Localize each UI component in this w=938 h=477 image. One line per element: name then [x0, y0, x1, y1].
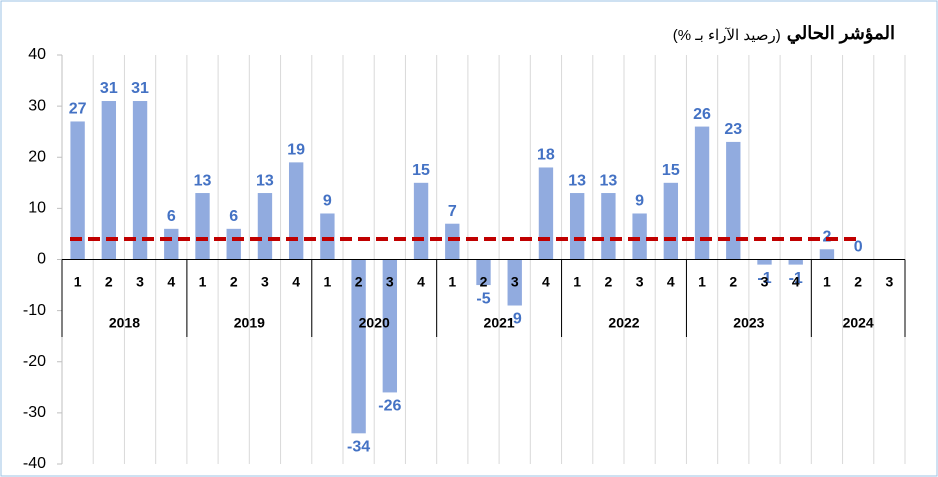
bar — [476, 259, 491, 286]
x-tick-label: 1 — [74, 274, 82, 290]
x-tick-label: 3 — [136, 274, 144, 290]
value-label: -1 — [757, 270, 771, 287]
bar — [663, 182, 679, 260]
value-label: 23 — [724, 121, 742, 138]
x-tick-label: 2 — [604, 274, 612, 290]
value-label: -34 — [347, 439, 370, 456]
bar — [132, 101, 148, 260]
y-tick-label: 10 — [28, 200, 46, 217]
value-label: 6 — [229, 208, 238, 225]
value-label: 9 — [635, 193, 644, 210]
x-tick-label: 3 — [885, 274, 893, 290]
x-tick-label: 3 — [511, 274, 519, 290]
x-tick-label: 3 — [386, 274, 394, 290]
bar — [288, 162, 304, 260]
bar — [195, 193, 210, 260]
bar — [538, 167, 554, 260]
bar — [632, 213, 647, 260]
bar — [694, 126, 710, 260]
value-label: 27 — [69, 101, 87, 118]
x-tick-label: 2 — [105, 274, 113, 290]
y-tick-label: 40 — [28, 46, 46, 63]
x-tick-label: 1 — [323, 274, 331, 290]
value-label: -26 — [378, 398, 401, 415]
bar — [726, 141, 741, 260]
x-tick-label: 1 — [448, 274, 456, 290]
y-tick-label: -30 — [23, 404, 46, 421]
bar — [445, 223, 460, 260]
y-tick-label: -40 — [23, 455, 46, 472]
value-label: -9 — [508, 311, 522, 328]
value-label: -5 — [476, 290, 490, 307]
year-label: 2024 — [843, 315, 874, 331]
year-label: 2018 — [109, 315, 140, 331]
x-tick-label: 4 — [667, 274, 675, 290]
x-tick-label: 4 — [417, 274, 425, 290]
bar — [819, 249, 835, 260]
value-label: 31 — [131, 80, 149, 97]
bar — [101, 101, 117, 260]
year-label: 2023 — [733, 315, 764, 331]
x-tick-label: 2 — [355, 274, 363, 290]
value-label: 6 — [167, 208, 176, 225]
x-tick-label: 3 — [636, 274, 644, 290]
value-label: 15 — [412, 162, 430, 179]
chart-title: المؤشر الحالي — [787, 23, 895, 44]
bar — [164, 228, 179, 260]
x-tick-label: 4 — [167, 274, 175, 290]
x-tick-label: 1 — [573, 274, 581, 290]
value-label: 13 — [568, 172, 586, 189]
value-label: 15 — [662, 162, 680, 179]
x-tick-label: 4 — [542, 274, 550, 290]
value-label: 18 — [537, 147, 555, 164]
bar — [351, 259, 366, 434]
x-tick-label: 2 — [230, 274, 238, 290]
value-label: 13 — [599, 172, 617, 189]
value-label: 13 — [256, 172, 274, 189]
y-tick-label: 20 — [28, 148, 46, 165]
bar — [382, 259, 398, 393]
x-tick-label: 1 — [698, 274, 706, 290]
bar — [788, 259, 803, 265]
x-tick-label: 2 — [480, 274, 488, 290]
year-label: 2022 — [608, 315, 639, 331]
bar — [507, 259, 522, 306]
y-tick-label: 0 — [37, 251, 46, 268]
year-label: 2021 — [484, 315, 515, 331]
value-label: 13 — [194, 172, 212, 189]
x-tick-label: 1 — [199, 274, 207, 290]
value-label: 19 — [287, 142, 305, 159]
y-tick-label: -20 — [23, 353, 46, 370]
x-tick-label: 3 — [261, 274, 269, 290]
value-label: 2 — [822, 228, 831, 245]
value-label: -1 — [789, 270, 803, 287]
x-tick-label: 1 — [823, 274, 831, 290]
bar — [413, 182, 429, 260]
x-tick-label: 4 — [792, 274, 800, 290]
x-tick-label: 4 — [292, 274, 300, 290]
x-tick-label: 2 — [854, 274, 862, 290]
bar — [257, 193, 273, 260]
chart-subtitle: (رصيد الآراء بـ %) — [673, 27, 781, 44]
value-label: 9 — [323, 193, 332, 210]
bar — [569, 193, 585, 260]
bar — [70, 121, 85, 260]
year-label: 2020 — [359, 315, 390, 331]
y-tick-label: -10 — [23, 302, 46, 319]
value-label: 26 — [693, 106, 711, 123]
bar — [601, 193, 616, 260]
y-tick-label: 30 — [28, 97, 46, 114]
bar — [320, 213, 335, 260]
year-label: 2019 — [234, 315, 265, 331]
bar — [757, 259, 772, 265]
bar — [226, 228, 241, 260]
x-tick-label: 3 — [761, 274, 769, 290]
value-label: 0 — [854, 239, 863, 256]
x-tick-label: 2 — [729, 274, 737, 290]
value-label: 7 — [448, 203, 457, 220]
value-label: 31 — [100, 80, 118, 97]
